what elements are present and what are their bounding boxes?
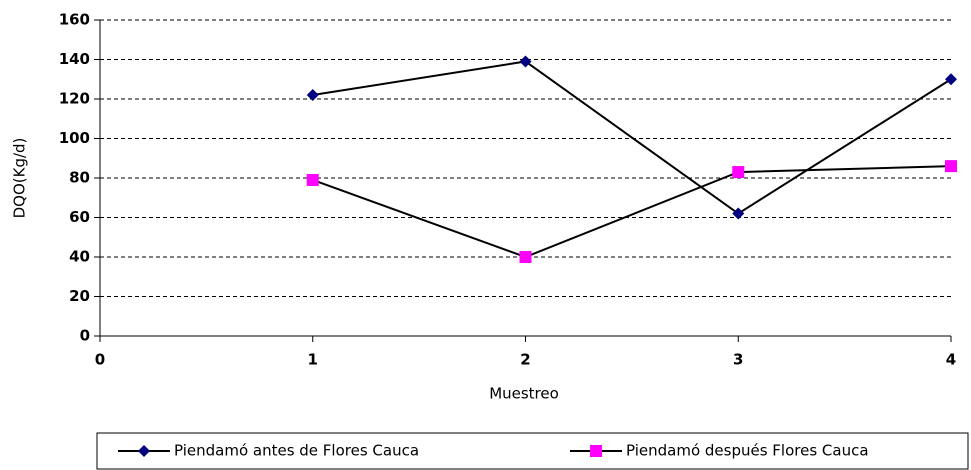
y-tick-label: 100 — [59, 129, 90, 147]
marker — [519, 55, 532, 68]
legend-label: Piendamó antes de Flores Cauca — [174, 442, 419, 460]
marker — [519, 251, 532, 263]
x-tick-label: 4 — [946, 351, 956, 369]
marker — [306, 173, 319, 186]
legend-label: Piendamó después Flores Cauca — [626, 442, 869, 460]
legend-box — [96, 432, 969, 470]
y-tick-label: 120 — [59, 90, 90, 108]
x-tick-label: 2 — [520, 351, 530, 369]
y-tick-label: 20 — [69, 287, 90, 305]
y-tick-label: 0 — [80, 327, 90, 345]
marker — [138, 445, 150, 457]
y-tick-label: 40 — [69, 248, 90, 266]
marker — [306, 89, 319, 102]
x-tick-label: 3 — [733, 351, 743, 369]
marker — [732, 166, 745, 179]
series-line — [312, 165, 952, 259]
x-axis-label: Muestreo — [489, 385, 559, 403]
series-line — [312, 60, 952, 215]
y-axis-label: DQO(Kg/d) — [11, 138, 29, 219]
x-tick-label: 0 — [95, 351, 105, 369]
y-tick-label: 140 — [59, 50, 90, 68]
y-tick-label: 60 — [69, 208, 90, 226]
marker — [732, 207, 745, 220]
marker — [945, 160, 957, 173]
x-tick-label: 1 — [308, 351, 318, 369]
y-tick-label: 160 — [59, 11, 90, 29]
y-tick-label: 80 — [69, 169, 90, 187]
marker — [945, 73, 957, 86]
marker — [590, 445, 602, 457]
